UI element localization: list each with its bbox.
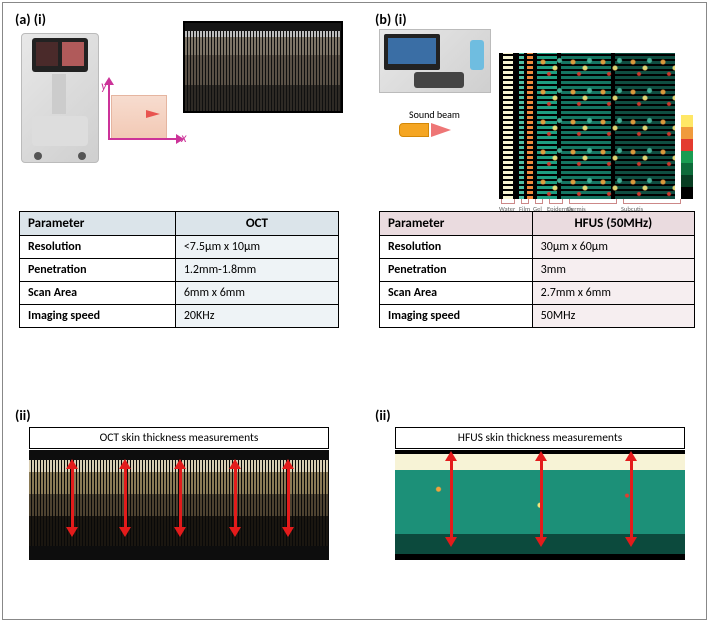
table-row-value: 30µm x 60µm <box>532 236 694 259</box>
hfus-scan-thumbnail <box>499 53 675 199</box>
table-header: Parameter <box>20 212 176 236</box>
oct-measure-image <box>29 450 329 560</box>
xy-axes-icon: y x <box>103 83 183 153</box>
oct-device-icon <box>21 33 99 163</box>
table-row-param: Scan Area <box>20 282 176 305</box>
tissue-label: Subcutis <box>621 205 643 213</box>
table-row-param: Penetration <box>20 259 176 282</box>
label-a-ii: (ii) <box>15 407 31 424</box>
table-row-value: 6mm x 6mm <box>175 282 338 305</box>
table-row-param: Imaging speed <box>20 305 176 328</box>
tissue-label: Film <box>519 205 530 213</box>
oct-bscan-thumbnail <box>183 21 343 113</box>
table-row-param: Penetration <box>380 259 533 282</box>
label-a-i: (a) (i) <box>15 11 46 28</box>
sound-beam-label: Sound beam <box>409 108 460 121</box>
tissue-label: Gel <box>533 205 542 213</box>
axis-y-label: y <box>101 79 107 94</box>
table-row-value: 2.7mm x 6mm <box>532 282 694 305</box>
table-row-value: <7.5µm x 10µm <box>175 236 338 259</box>
table-row-param: Resolution <box>20 236 176 259</box>
hfus-parameter-table: Parameter HFUS (50MHz) Resolution30µm x … <box>379 211 695 328</box>
oct-parameter-table: Parameter OCT Resolution<7.5µm x 10µmPen… <box>19 211 339 328</box>
sound-probe-icon <box>399 123 429 137</box>
hfus-device-icon <box>379 29 491 93</box>
table-header: HFUS (50MHz) <box>532 212 694 236</box>
table-row-param: Scan Area <box>380 282 533 305</box>
sound-beam-icon <box>431 123 451 137</box>
hfus-colorbar <box>681 103 693 199</box>
figure-panel: (a) (i) y x Parameter OCT Resolution<7.5… <box>2 2 707 620</box>
hfus-measure-title: HFUS skin thickness measurements <box>395 427 685 449</box>
table-row-value: 1.2mm-1.8mm <box>175 259 338 282</box>
table-header: Parameter <box>380 212 533 236</box>
table-row-param: Imaging speed <box>380 305 533 328</box>
axis-x-label: x <box>181 131 187 146</box>
table-row-value: 20KHz <box>175 305 338 328</box>
label-b-i: (b) (i) <box>375 11 407 28</box>
hfus-measure-image <box>395 450 685 560</box>
label-b-ii: (ii) <box>375 407 391 424</box>
oct-measure-title: OCT skin thickness measurements <box>29 427 329 449</box>
table-row-value: 50MHz <box>532 305 694 328</box>
table-header: OCT <box>175 212 338 236</box>
tissue-label: Dermis <box>567 205 586 213</box>
table-row-value: 3mm <box>532 259 694 282</box>
tissue-label: Water <box>499 205 515 213</box>
table-row-param: Resolution <box>380 236 533 259</box>
